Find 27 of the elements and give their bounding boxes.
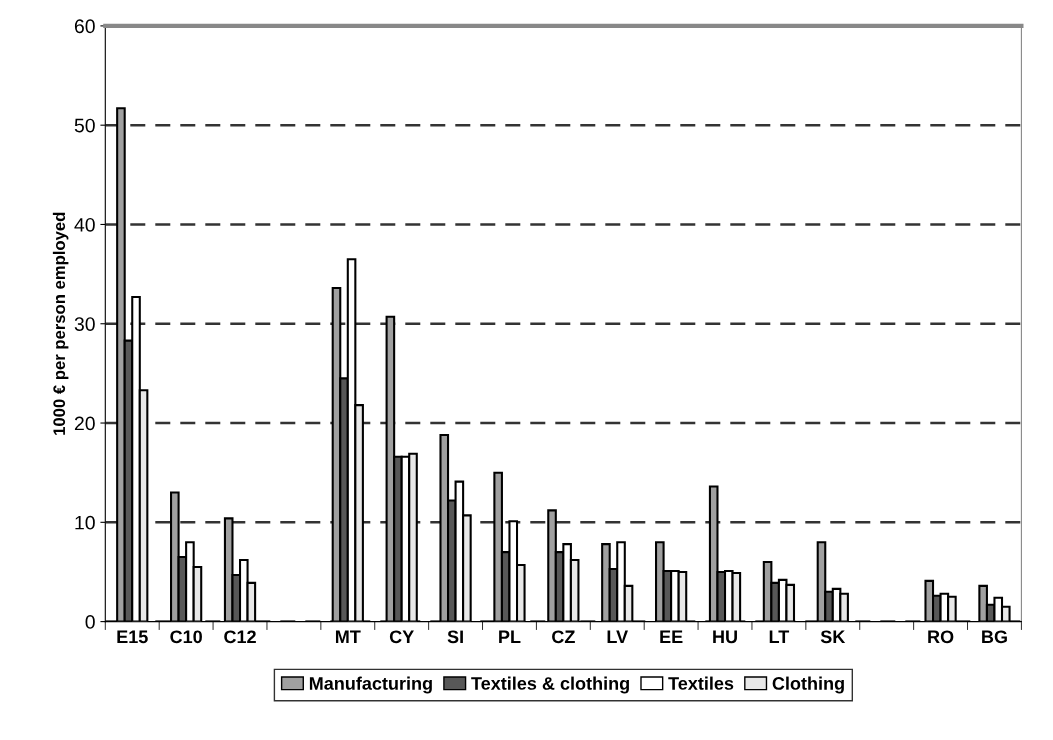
y-tick-label: 20	[74, 416, 95, 431]
y-axis-title: 1000 € per person employed	[52, 212, 69, 435]
x-tick-label: SK	[820, 630, 846, 644]
x-tick-label: LV	[607, 630, 628, 644]
x-tick-label: RO	[928, 630, 954, 644]
x-tick-label: LT	[769, 630, 790, 644]
x-tick-label: EE	[660, 630, 683, 644]
x-tick-label: MT	[335, 630, 361, 644]
x-tick-label: PL	[499, 630, 521, 644]
x-tick-label: E15	[117, 630, 148, 644]
legend-label: Textiles	[668, 676, 734, 690]
y-tick-label: 40	[74, 217, 95, 232]
x-tick-label: HU	[713, 630, 737, 644]
x-tick-label: CZ	[552, 630, 575, 644]
y-tick-label: 0	[85, 615, 95, 629]
x-tick-label: BG	[982, 630, 1007, 644]
x-tick-label: CY	[389, 630, 414, 644]
y-tick-label: 30	[74, 317, 95, 331]
legend-label: Textiles & clothing	[471, 676, 629, 694]
y-tick-label: 10	[75, 515, 95, 530]
x-tick-label: C12	[224, 630, 256, 644]
x-tick-label: SI	[447, 630, 463, 644]
y-tick-label: 60	[74, 19, 95, 34]
y-tick-label: 50	[74, 118, 95, 133]
legend-label: Manufacturing	[309, 676, 432, 694]
x-tick-label: C10	[170, 630, 202, 644]
legend-label: Clothing	[772, 676, 844, 694]
